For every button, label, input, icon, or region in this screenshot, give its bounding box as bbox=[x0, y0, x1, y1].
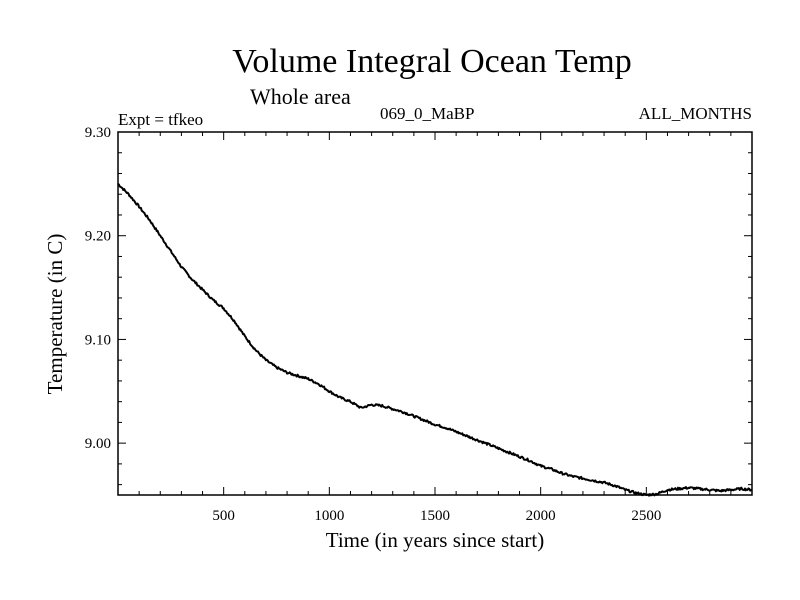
y-tick-label: 9.20 bbox=[85, 229, 111, 245]
x-tick-label: 1000 bbox=[314, 508, 344, 524]
chart-title: Volume Integral Ocean Temp bbox=[232, 43, 632, 80]
period-label: 069_0_MaBP bbox=[380, 104, 474, 123]
axis-ticks bbox=[118, 131, 752, 495]
y-axis-label: Temperature (in C) bbox=[43, 234, 67, 395]
x-tick-label: 500 bbox=[212, 508, 235, 524]
chart-subtitle: Whole area bbox=[250, 84, 351, 109]
y-tick-label: 9.00 bbox=[85, 436, 111, 452]
y-tick-label: 9.30 bbox=[85, 125, 111, 141]
tick-labels: 500 1000 1500 2000 2500 9.00 9.10 9.20 9.30 bbox=[85, 125, 662, 524]
x-axis-label: Time (in years since start) bbox=[326, 528, 545, 552]
months-label: ALL_MONTHS bbox=[639, 104, 752, 123]
experiment-label: Expt = tfkeo bbox=[118, 110, 203, 129]
x-tick-label: 2500 bbox=[631, 508, 661, 524]
x-tick-label: 1500 bbox=[420, 508, 450, 524]
y-tick-label: 9.10 bbox=[85, 332, 111, 348]
x-tick-label: 2000 bbox=[526, 508, 556, 524]
plot-frame bbox=[117, 131, 753, 496]
series-line bbox=[117, 183, 753, 497]
